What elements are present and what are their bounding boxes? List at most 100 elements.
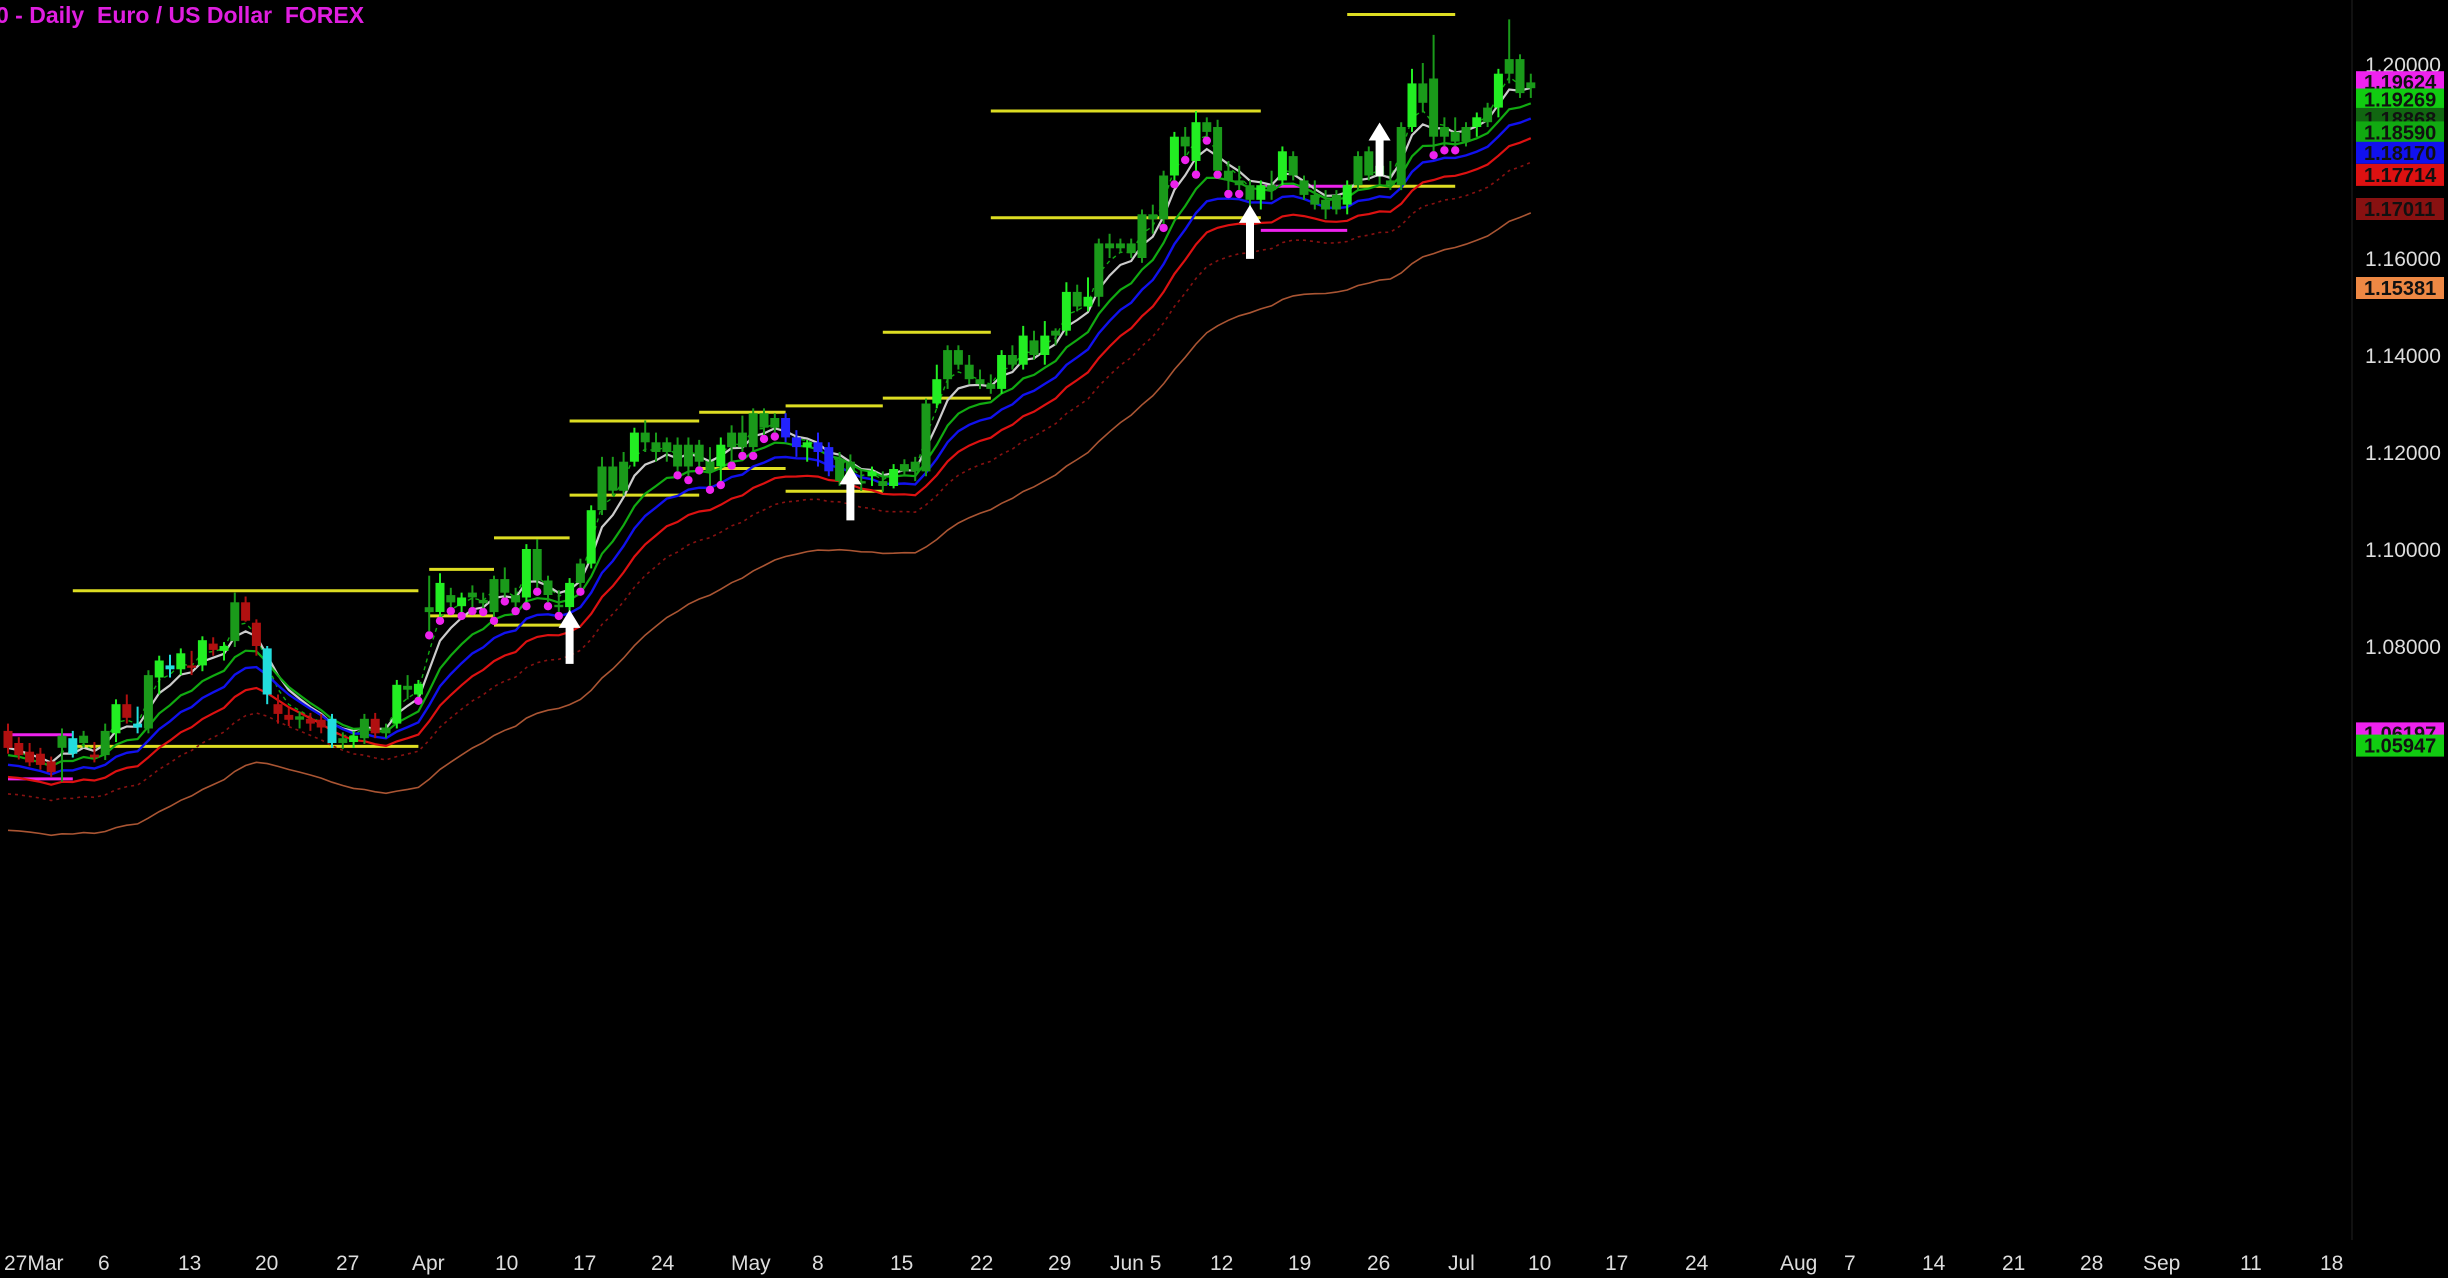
- candle-body: [597, 466, 607, 511]
- candle-body: [521, 549, 531, 598]
- x-tick-label: 18: [2320, 1252, 2343, 1275]
- candle-body: [921, 403, 931, 472]
- x-tick-label: 26: [1367, 1252, 1390, 1275]
- candle-body: [14, 743, 24, 756]
- candle-body: [1321, 199, 1331, 210]
- candle-body: [662, 442, 672, 452]
- candle-body: [629, 432, 639, 462]
- candle-body: [856, 481, 866, 484]
- trailing-dot: [684, 475, 693, 485]
- price-tag: [2356, 88, 2444, 111]
- candle-body: [381, 727, 391, 734]
- candle-body: [370, 718, 380, 734]
- trailing-dot: [1202, 136, 1212, 145]
- candle-body: [727, 432, 737, 448]
- candle-body: [230, 602, 240, 642]
- candle-body: [1342, 185, 1352, 205]
- price-tag: [2356, 277, 2444, 299]
- x-tick-label: 7: [1844, 1252, 1856, 1275]
- x-tick-label: Aug: [1780, 1252, 1817, 1275]
- candle-body: [554, 604, 564, 608]
- candle-body: [586, 510, 596, 564]
- price-tag-label: 1.15381: [2364, 278, 2436, 300]
- candle-body: [1267, 185, 1277, 191]
- candle-body: [446, 595, 456, 603]
- trailing-dot: [1451, 146, 1460, 155]
- candle-body: [1288, 156, 1298, 176]
- candle-body: [899, 464, 909, 472]
- candle-body: [705, 461, 715, 472]
- candle-body: [608, 466, 618, 491]
- candle-body: [457, 597, 467, 607]
- moving-average-line: [7, 86, 1532, 764]
- candle-body: [1029, 340, 1039, 355]
- moving-average-line: [7, 212, 1532, 837]
- x-tick-label: 21: [2002, 1252, 2025, 1275]
- price-tag-label: 1.18170: [2364, 143, 2436, 165]
- y-tick-label: 1.16000: [2365, 248, 2441, 271]
- candle-body: [1450, 131, 1460, 142]
- candle-body: [1299, 180, 1309, 195]
- x-tick-label: 19: [1288, 1252, 1311, 1275]
- candle-body: [943, 350, 953, 380]
- trailing-dot: [770, 432, 779, 441]
- moving-averages: [7, 75, 1532, 837]
- candle-body: [305, 718, 315, 724]
- x-tick-label: 27: [336, 1252, 359, 1275]
- trailing-dot: [435, 616, 445, 625]
- candle-body: [187, 665, 197, 668]
- y-tick-label: 1.12000: [2365, 442, 2441, 465]
- candle-body: [835, 459, 845, 482]
- price-tag-label: 1.05947: [2364, 736, 2436, 758]
- candle-body: [176, 653, 186, 670]
- candle-body: [35, 753, 45, 765]
- candle-body: [673, 444, 683, 467]
- candle-body: [25, 751, 35, 763]
- candle-body: [511, 595, 521, 603]
- candle-body: [467, 592, 477, 598]
- candle-body: [316, 719, 326, 728]
- candle-body: [1526, 82, 1536, 89]
- moving-average-line: [7, 137, 1532, 786]
- trailing-dot: [1224, 189, 1233, 199]
- candle-body: [1277, 151, 1287, 181]
- trailing-dot: [1213, 170, 1222, 179]
- price-tag-label: 1.17011: [2364, 199, 2435, 221]
- candle-body: [46, 761, 56, 773]
- candle-body: [349, 735, 359, 742]
- x-tick-label: Jun 5: [1110, 1252, 1161, 1275]
- buy-arrow-icon: [1368, 122, 1391, 177]
- trailing-dot: [695, 466, 704, 475]
- candle-body: [1126, 243, 1136, 254]
- candle-body: [1061, 291, 1071, 331]
- price-tag-label: 1.19269: [2364, 90, 2436, 112]
- candle-body: [403, 685, 413, 690]
- x-tick-label: 29: [1048, 1252, 1071, 1275]
- candle-body: [683, 444, 693, 467]
- trailing-dot: [759, 434, 769, 444]
- candle-body: [889, 469, 899, 486]
- candle-body: [1159, 175, 1169, 220]
- candle-body: [824, 447, 834, 472]
- candle-body: [565, 582, 575, 608]
- candle-body: [1180, 136, 1190, 147]
- x-tick-label: 10: [1528, 1252, 1551, 1275]
- trailing-dot: [511, 606, 520, 616]
- candle-body: [1256, 185, 1266, 200]
- candle-body: [1007, 355, 1017, 365]
- candle-body: [1083, 296, 1093, 307]
- x-tick-label: 28: [2080, 1252, 2103, 1275]
- price-tag: [2356, 198, 2444, 220]
- candle-body: [1115, 243, 1125, 249]
- x-tick-label: 8: [812, 1252, 824, 1275]
- candle-body: [1051, 330, 1061, 336]
- candle-body: [241, 602, 251, 621]
- candle-body: [619, 461, 629, 491]
- candle-body: [1191, 122, 1201, 161]
- candle-body: [770, 418, 780, 428]
- x-tick-label: Jul: [1448, 1252, 1475, 1275]
- candle-body: [359, 718, 369, 739]
- candle-body: [122, 704, 132, 718]
- candle-body: [1504, 59, 1514, 74]
- trailing-dot: [727, 461, 736, 470]
